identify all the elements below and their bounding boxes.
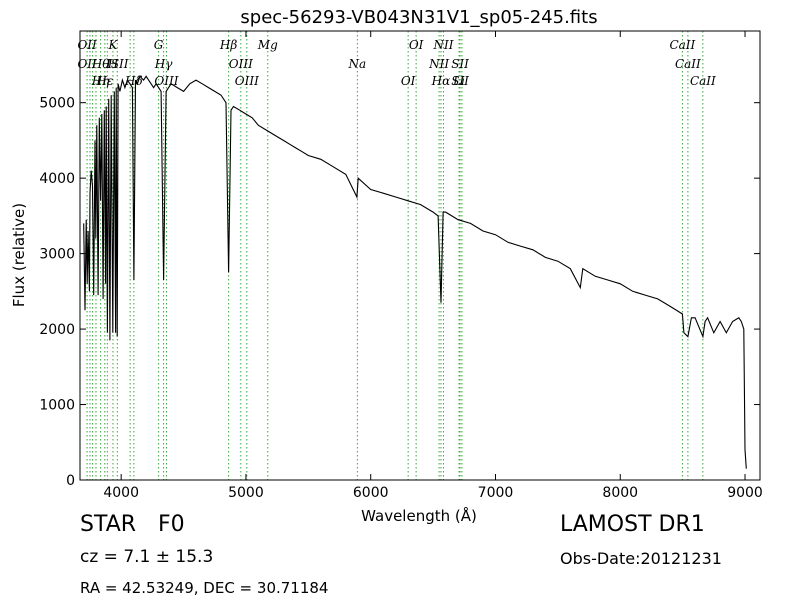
- line-label: Hγ: [154, 57, 173, 71]
- redshift-value: cz = 7.1 ± 15.3: [80, 547, 214, 567]
- line-label: ISII: [105, 57, 129, 71]
- y-tick-label: 3000: [39, 247, 75, 263]
- y-tick-label: 1000: [39, 398, 75, 414]
- x-tick-label: 4000: [103, 485, 139, 501]
- x-tick-label: 8000: [602, 485, 638, 501]
- line-label: SII: [451, 57, 469, 71]
- spectrum-line: [83, 75, 747, 469]
- line-label: Hδ: [124, 74, 143, 88]
- spectral-line-markers: [86, 31, 704, 480]
- line-label: Hη: [91, 74, 110, 88]
- line-label: CaII: [690, 74, 716, 88]
- y-tick-label: 4000: [39, 171, 75, 187]
- y-tick-label: 5000: [39, 96, 75, 112]
- survey-name: LAMOST DR1: [560, 512, 705, 537]
- line-label: OII: [77, 38, 97, 52]
- line-label: Hθ: [91, 57, 110, 71]
- x-tick-label: 7000: [478, 485, 514, 501]
- line-label: OI: [401, 74, 416, 88]
- x-tick-label: 9000: [727, 485, 763, 501]
- line-label: OIII: [229, 57, 253, 71]
- y-axis-ticks: 0 1000 2000 3000 4000 5000: [39, 96, 760, 489]
- line-label: H: [107, 57, 119, 71]
- line-label: Hα: [431, 74, 451, 88]
- x-axis-label: Wavelength (Å): [361, 506, 477, 525]
- object-class-line: STAR F0: [80, 512, 185, 537]
- line-label: K: [107, 38, 118, 52]
- line-label: G: [154, 38, 164, 52]
- line-label: Mg: [257, 38, 278, 52]
- chart-title: spec-56293-VB043N31V1_sp05-245.fits: [240, 7, 597, 28]
- line-label: Na: [348, 57, 367, 71]
- line-label: Hβ: [219, 38, 237, 52]
- line-label: NII: [428, 57, 449, 71]
- plot-frame: [79, 30, 761, 481]
- line-label: Hε: [95, 74, 113, 88]
- line-label: Li: [452, 74, 465, 88]
- y-tick-label: 2000: [39, 322, 75, 338]
- line-label: OIII: [235, 74, 259, 88]
- line-label: OI: [409, 38, 424, 52]
- line-label: SII: [451, 74, 469, 88]
- line-label: OII: [77, 57, 97, 71]
- y-tick-label: 0: [66, 473, 75, 489]
- ra-dec-coordinates: RA = 42.53249, DEC = 30.71184: [80, 579, 329, 597]
- line-label: CaII: [675, 57, 701, 71]
- y-axis-label: Flux (relative): [10, 203, 28, 307]
- line-label: NII: [432, 38, 453, 52]
- x-tick-label: 5000: [228, 485, 264, 501]
- object-subclass: F0: [158, 512, 185, 537]
- observation-date: Obs-Date:20121231: [560, 549, 722, 568]
- x-axis-ticks: 4000 5000 6000 7000 8000 9000: [103, 31, 763, 501]
- line-label: CaII: [669, 38, 695, 52]
- spectral-line-labels: OIIOIIHθHηHεKHISIIHδGHγOIIIHβOIIIOIIIMgN…: [77, 38, 716, 88]
- x-tick-label: 6000: [353, 485, 389, 501]
- object-class: STAR: [80, 512, 137, 537]
